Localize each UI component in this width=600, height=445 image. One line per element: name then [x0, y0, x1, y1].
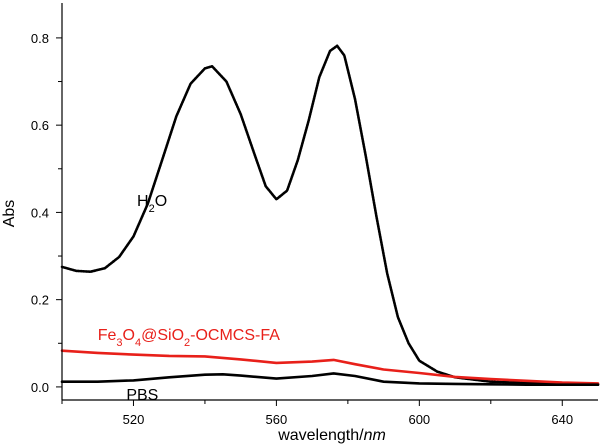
y-tick-label: 0.8 [31, 31, 49, 46]
series-label-1: Fe3O4@SiO2-OCMCS-FA [98, 327, 281, 349]
x-tick-label: 560 [266, 412, 288, 427]
y-tick-label: 0.0 [31, 380, 49, 395]
y-tick-label: 0.2 [31, 293, 49, 308]
series-label-part: @SiO [141, 327, 184, 344]
series-label-2: PBS [126, 387, 158, 404]
series-label-part: O [123, 327, 135, 344]
x-tick-label: 640 [551, 412, 573, 427]
series-label-0: H2O [137, 193, 167, 215]
axes: 520 560 600 640 0.0 0.2 0.4 0.6 0.8 Abs wavelength… [1, 3, 598, 444]
y-tick-label: 0.6 [31, 118, 49, 133]
x-axis-title: wavelength/nm [277, 427, 386, 444]
series-label-part: H [137, 193, 149, 210]
series-label-part: 2 [184, 337, 190, 349]
series-line-2 [60, 372, 600, 386]
x-axis-title-unit: nm [364, 427, 386, 444]
series-line-1 [60, 349, 600, 385]
series-label-part: PBS [126, 387, 158, 404]
series-label-part: 3 [116, 337, 122, 349]
x-tick-label: 520 [123, 412, 145, 427]
series-label-part: O [155, 193, 167, 210]
series-line-0 [60, 44, 600, 386]
series-label-part: -OCMCS-FA [190, 327, 280, 344]
series-layer [60, 44, 600, 386]
y-tick-label: 0.4 [31, 205, 49, 220]
y-axis-title: Abs [1, 200, 18, 228]
series-label-part: Fe [98, 327, 117, 344]
x-tick-label: 600 [408, 412, 430, 427]
series-label-part: 4 [135, 337, 141, 349]
series-label-part: 2 [149, 203, 155, 215]
x-axis-title-main: wavelength/ [277, 427, 364, 444]
